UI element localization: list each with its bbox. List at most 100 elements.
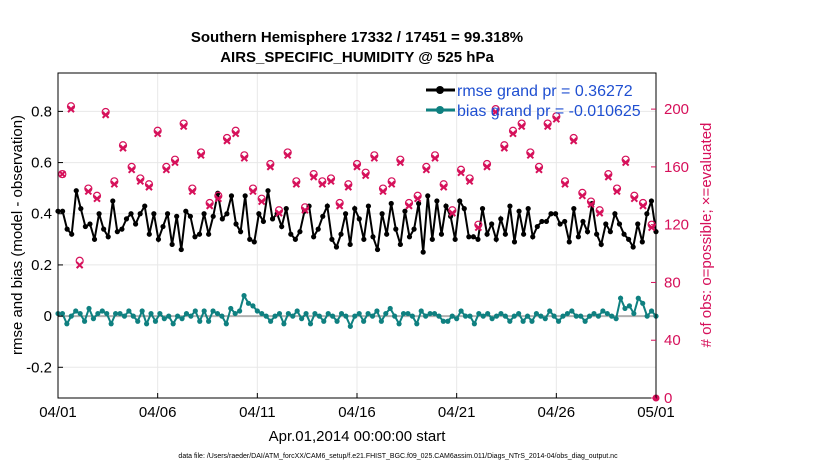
obs-evaluated-point xyxy=(171,158,179,167)
rmse-point xyxy=(630,244,636,250)
rmse-point xyxy=(123,216,130,222)
bias-point xyxy=(533,310,540,317)
rmse-point xyxy=(525,206,531,212)
bias-point xyxy=(64,321,70,327)
bias-point xyxy=(330,313,336,319)
bias-point xyxy=(175,313,181,319)
bias-point xyxy=(73,308,79,314)
obs-evaluated-point xyxy=(647,223,656,232)
rmse-point xyxy=(73,188,79,194)
x-axis-label: Apr.01,2014 00:00:00 start xyxy=(269,428,447,445)
rmse-point xyxy=(237,229,244,235)
bias-point xyxy=(595,313,602,319)
bias-point xyxy=(489,316,495,322)
obs-evaluated-point xyxy=(543,122,552,131)
bias-point xyxy=(206,318,212,324)
rmse-point xyxy=(265,188,271,194)
rmse-point xyxy=(78,206,84,212)
bias-point xyxy=(210,308,216,314)
obs-evaluated-point xyxy=(578,192,587,200)
bias-point xyxy=(241,293,247,299)
bias-point xyxy=(294,308,300,314)
bias-point xyxy=(471,321,477,327)
rmse-point xyxy=(105,234,111,240)
rmse-point xyxy=(133,221,139,227)
bias-point xyxy=(139,308,145,314)
obs-evaluated-point xyxy=(630,194,639,203)
rmse-point xyxy=(639,239,645,245)
obs-evaluated-point xyxy=(361,171,370,180)
obs-evaluated-point xyxy=(405,202,413,210)
obs-evaluated-point xyxy=(613,187,621,196)
bias-point xyxy=(104,310,110,317)
bias-point xyxy=(502,313,508,319)
rmse-point xyxy=(114,229,120,235)
bias-point xyxy=(617,295,624,301)
bias-point xyxy=(276,310,283,317)
bias-point xyxy=(356,310,362,317)
obs-evaluated-point xyxy=(595,209,604,217)
obs-evaluated-point xyxy=(431,154,439,162)
bias-point xyxy=(538,313,544,319)
rmse-point xyxy=(580,218,586,225)
rmse-point xyxy=(137,211,143,217)
bias-point xyxy=(524,313,531,319)
data-file-note: data file: /Users/raeder/DAI/ATM_forcXX/… xyxy=(178,453,618,460)
tick-layer: 04/01 04/06 04/11 04/16 04/21 04/26 05/01 -0.2 0… xyxy=(26,101,689,421)
rmse-point xyxy=(626,236,632,242)
bias-point xyxy=(600,308,606,314)
bias-point xyxy=(396,321,402,327)
rmse-point xyxy=(174,213,180,219)
bias-point xyxy=(378,318,384,324)
obs-evaluated-point xyxy=(344,183,353,191)
rmse-point xyxy=(607,229,613,235)
bias-point xyxy=(431,310,438,317)
bias-point xyxy=(498,310,504,317)
bias-point xyxy=(347,323,353,329)
obs-evaluated-point xyxy=(552,115,561,123)
bias-point xyxy=(130,313,136,319)
bias-point xyxy=(321,318,327,324)
bias-point xyxy=(152,318,159,324)
bias-point xyxy=(307,321,314,327)
rmse-point xyxy=(543,218,550,225)
obs-evaluated-point xyxy=(370,154,379,162)
bias-point xyxy=(374,308,380,314)
obs-evaluated-point xyxy=(136,177,145,186)
bias-point xyxy=(201,308,207,314)
rmse-point xyxy=(151,211,157,217)
rmse-point xyxy=(324,203,330,209)
rmse-point xyxy=(370,234,376,240)
rmse-point xyxy=(425,193,431,199)
y-right-tick-label: 40 xyxy=(664,332,681,349)
y-tick-label: 0.6 xyxy=(31,155,52,172)
bias-point xyxy=(578,313,584,319)
obs-evaluated-point xyxy=(275,209,283,217)
y-tick-label: -0.2 xyxy=(26,359,52,376)
bias-point xyxy=(445,318,451,324)
bias-point xyxy=(197,318,203,324)
bias-point xyxy=(121,313,128,319)
rmse-point xyxy=(365,203,372,209)
rmse-point xyxy=(119,226,125,232)
bias-point xyxy=(254,308,260,314)
x-tick-label: 04/16 xyxy=(338,404,376,421)
x-tick-label: 04/06 xyxy=(139,404,177,421)
rmse-point xyxy=(384,231,390,237)
rmse-point xyxy=(192,234,198,240)
obs-evaluated-point xyxy=(457,168,465,177)
rmse-series xyxy=(55,188,659,255)
obs-evaluated-point xyxy=(561,180,569,188)
rmse-point xyxy=(374,246,381,253)
obs-evaluated-point xyxy=(162,166,171,174)
rmse-point xyxy=(379,211,385,217)
bias-point xyxy=(551,313,557,319)
rmse-point xyxy=(146,231,152,237)
rmse-point xyxy=(612,211,618,217)
rmse-point xyxy=(329,236,335,242)
rmse-point xyxy=(502,231,508,237)
rmse-point xyxy=(557,221,563,227)
rmse-point xyxy=(269,216,276,222)
bias-point xyxy=(458,308,464,314)
